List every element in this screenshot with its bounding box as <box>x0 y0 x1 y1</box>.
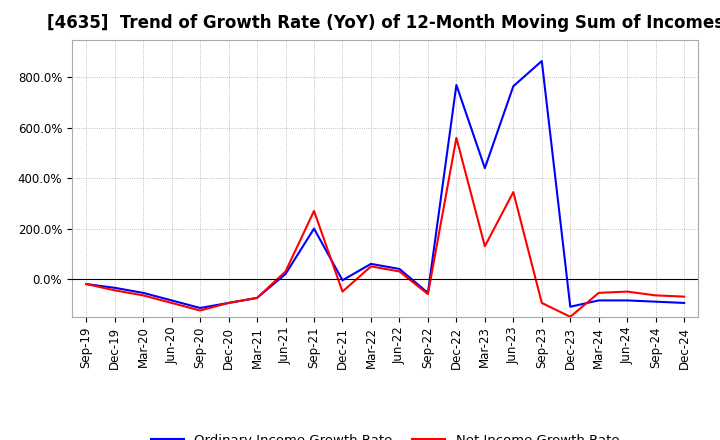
Net Income Growth Rate <box>310 208 318 213</box>
Net Income Growth Rate <box>452 135 461 140</box>
Ordinary Income Growth Rate <box>509 84 518 89</box>
Net Income Growth Rate <box>652 293 660 298</box>
Line: Net Income Growth Rate: Net Income Growth Rate <box>86 138 684 317</box>
Net Income Growth Rate <box>509 189 518 194</box>
Net Income Growth Rate <box>167 300 176 305</box>
Ordinary Income Growth Rate <box>480 165 489 171</box>
Ordinary Income Growth Rate <box>253 295 261 301</box>
Net Income Growth Rate <box>423 291 432 297</box>
Ordinary Income Growth Rate <box>82 282 91 287</box>
Net Income Growth Rate <box>338 289 347 294</box>
Net Income Growth Rate <box>680 294 688 299</box>
Ordinary Income Growth Rate <box>452 82 461 88</box>
Ordinary Income Growth Rate <box>366 261 375 267</box>
Net Income Growth Rate <box>82 282 91 287</box>
Net Income Growth Rate <box>480 244 489 249</box>
Ordinary Income Growth Rate <box>423 290 432 296</box>
Net Income Growth Rate <box>623 289 631 294</box>
Net Income Growth Rate <box>537 300 546 305</box>
Ordinary Income Growth Rate <box>680 300 688 305</box>
Ordinary Income Growth Rate <box>167 298 176 303</box>
Line: Ordinary Income Growth Rate: Ordinary Income Growth Rate <box>86 61 684 308</box>
Net Income Growth Rate <box>366 264 375 269</box>
Ordinary Income Growth Rate <box>310 226 318 231</box>
Ordinary Income Growth Rate <box>623 298 631 303</box>
Net Income Growth Rate <box>282 269 290 274</box>
Ordinary Income Growth Rate <box>652 299 660 304</box>
Net Income Growth Rate <box>395 269 404 274</box>
Net Income Growth Rate <box>196 308 204 313</box>
Ordinary Income Growth Rate <box>566 304 575 309</box>
Ordinary Income Growth Rate <box>338 278 347 283</box>
Ordinary Income Growth Rate <box>225 300 233 305</box>
Legend: Ordinary Income Growth Rate, Net Income Growth Rate: Ordinary Income Growth Rate, Net Income … <box>145 429 625 440</box>
Net Income Growth Rate <box>139 293 148 298</box>
Ordinary Income Growth Rate <box>395 266 404 271</box>
Ordinary Income Growth Rate <box>595 298 603 303</box>
Net Income Growth Rate <box>595 290 603 296</box>
Ordinary Income Growth Rate <box>110 285 119 290</box>
Net Income Growth Rate <box>110 288 119 293</box>
Net Income Growth Rate <box>225 300 233 305</box>
Ordinary Income Growth Rate <box>282 271 290 277</box>
Net Income Growth Rate <box>566 314 575 319</box>
Ordinary Income Growth Rate <box>196 305 204 311</box>
Title: [4635]  Trend of Growth Rate (YoY) of 12-Month Moving Sum of Incomes: [4635] Trend of Growth Rate (YoY) of 12-… <box>47 15 720 33</box>
Ordinary Income Growth Rate <box>139 290 148 296</box>
Ordinary Income Growth Rate <box>537 59 546 64</box>
Net Income Growth Rate <box>253 295 261 301</box>
